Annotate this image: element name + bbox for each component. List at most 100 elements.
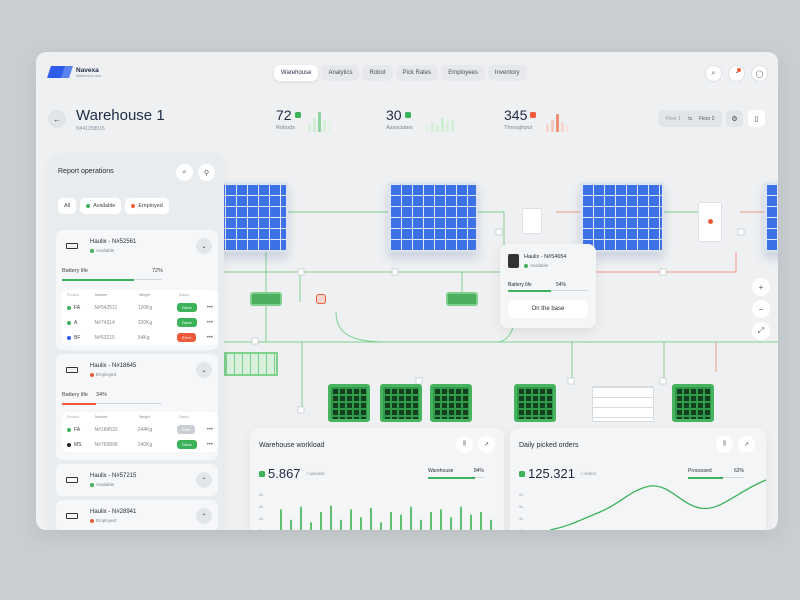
operations-table: Product Number Weight Status FA N#542511 120K… [62,290,218,345]
workload-bar[interactable] [310,522,312,530]
robot-card[interactable]: Haulix - N#57215 Available ⌃ [56,464,218,496]
status-dot [90,518,94,523]
conveyor-rack[interactable] [224,352,278,376]
on-base-button[interactable]: On the base [508,300,588,318]
battery-bar [62,403,96,405]
table-row[interactable]: A N#74314 320Kg Done ••• [62,315,218,330]
warning-icon[interactable] [316,294,326,304]
workload-bar[interactable] [420,519,422,530]
table-row[interactable]: FA N#184532 244Kg Wait ••• [62,422,218,437]
tab-employees[interactable]: Employees [441,65,485,81]
panel-location-button[interactable]: ⚲ [198,164,215,181]
panel-search-button[interactable]: ⌕ [176,164,193,181]
workload-bar[interactable] [450,517,452,530]
picked-open-button[interactable]: ↗ [738,436,755,453]
robot-card[interactable]: Haulix - N#52561 Available ⌄ Battery lif… [56,230,218,350]
workload-bar[interactable] [330,505,332,530]
workload-bar[interactable] [360,517,362,530]
more-icon[interactable]: ••• [206,319,213,326]
product-weight: 120Kg [137,304,153,311]
more-icon[interactable]: ••• [206,441,213,448]
filter-employed[interactable]: Employed [125,198,169,214]
solar-panel[interactable] [212,182,288,252]
settings-button[interactable]: ⚙ [726,110,743,127]
workload-bar[interactable] [430,512,432,530]
fullscreen-button[interactable]: ⤢ [752,322,770,340]
collapse-button[interactable]: ⌄ [196,362,212,378]
more-icon[interactable]: ••• [206,426,213,433]
workload-bar[interactable] [300,506,302,530]
workload-bar[interactable] [480,512,482,530]
workload-bar[interactable] [280,509,282,530]
expand-button[interactable]: ⌃ [196,472,212,488]
workload-bar[interactable] [350,509,352,530]
back-button[interactable]: ← [48,110,66,128]
robot-unit[interactable] [250,292,282,306]
red-dot-icon [131,204,136,208]
tab-inventory[interactable]: Inventory [487,65,527,81]
profile-button[interactable]: ◯ [751,65,768,82]
floor-to[interactable]: Floor 2 [698,115,715,122]
filter-all[interactable]: All [58,198,77,214]
tab-analytics[interactable]: Analytics [321,65,360,81]
picked-line [549,479,766,530]
charging-station[interactable] [522,208,542,234]
col-product: Product [67,415,80,419]
brand-logo[interactable]: Navexa Warehouse tech [47,66,101,78]
workload-bar[interactable] [390,512,392,530]
collapse-button[interactable]: ⌄ [196,238,212,254]
workload-bar[interactable] [340,519,342,530]
workload-open-button[interactable]: ↗ [478,436,495,453]
zoom-out-button[interactable]: − [752,300,770,318]
search-button[interactable]: ⌕ [705,65,722,82]
shelving-unit[interactable] [592,386,654,422]
report-button[interactable]: ▯ [748,110,765,127]
product-number: N#765898 [94,441,118,448]
workload-bar[interactable] [440,509,442,530]
storage-rack[interactable] [328,384,370,422]
more-icon[interactable]: ••• [206,334,213,341]
tab-robot[interactable]: Robot [362,65,393,81]
robot-card[interactable]: Haulix - N#28941 Employed ⌃ [56,500,218,530]
robot-unit[interactable] [446,292,478,306]
workload-metric-bar [428,477,476,479]
zoom-in-button[interactable]: + [752,278,770,296]
workload-bar[interactable] [370,507,372,530]
tab-warehouse[interactable]: Warehouse [274,65,319,81]
more-icon[interactable]: ••• [206,304,213,311]
solar-panel[interactable] [580,182,664,252]
popup-battery-value: 54% [556,282,567,288]
floor-switcher[interactable]: Floor 1 ⇆ Floor 2 [658,110,722,127]
workload-filter-button[interactable]: ⫼ [456,436,473,453]
table-row[interactable]: MS N#765898 240Kg Done ••• [62,437,218,452]
product-weight: 240Kg [137,441,153,448]
storage-rack[interactable] [380,384,422,422]
table-row[interactable]: BF N#53215 54Kg Error ••• [62,330,218,345]
solar-panel[interactable] [388,182,478,252]
workload-bar[interactable] [380,522,382,530]
status-dot [524,263,528,268]
picked-filter-button[interactable]: ⫼ [716,436,733,453]
floor-from[interactable]: Floor 1 [665,115,681,122]
workload-bar[interactable] [290,519,292,530]
workload-bar[interactable] [400,514,402,530]
table-row[interactable]: FA N#542511 120Kg Done ••• [62,300,218,315]
storage-rack[interactable] [672,384,714,422]
filter-available[interactable]: Available [80,198,122,214]
solar-panel[interactable] [764,182,778,252]
robot-card[interactable]: Haulix - N#18645 Employed ⌄ Battery life… [56,354,218,460]
charging-station[interactable] [698,202,722,242]
tab-pick-rates[interactable]: Pick Rates [395,65,439,81]
chevron-down-icon: ⌄ [201,367,207,374]
workload-bar[interactable] [320,512,322,530]
expand-button[interactable]: ⌃ [196,508,212,524]
workload-bar[interactable] [410,506,412,530]
minus-icon: − [758,304,764,314]
workload-bar[interactable] [460,506,462,530]
notifications-button[interactable]: ◔ [728,65,745,82]
status-pill: Done [177,440,197,449]
workload-bar[interactable] [490,519,492,530]
storage-rack[interactable] [514,384,556,422]
workload-bar[interactable] [470,514,472,530]
storage-rack[interactable] [430,384,472,422]
